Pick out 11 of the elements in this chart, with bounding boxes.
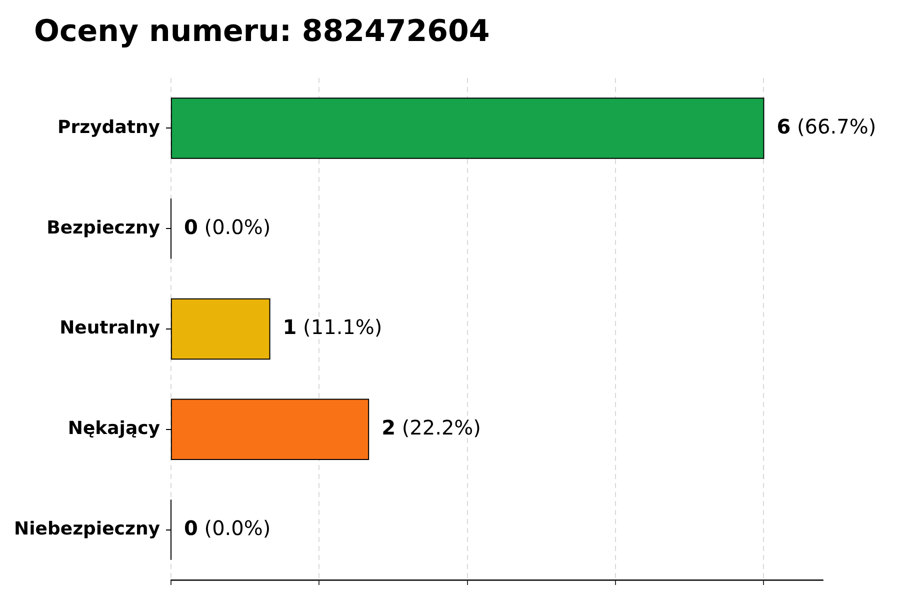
data-label: 2 (22.2%) [382,416,481,440]
chart-title: Oceny numeru: 882472604 [34,14,490,49]
y-tick-label: Niebezpieczny [14,518,160,540]
y-tick-label: Neutralny [60,318,160,339]
y-tick-label: Bezpieczny [46,217,160,238]
y-tick-label: Przydatny [58,116,160,138]
data-label: 0 (0.0%) [184,214,271,239]
y-tick-label: Nękający [68,418,160,440]
data-label: 0 (0.0%) [184,516,271,540]
data-label: 6 (66.7%) [776,114,876,138]
data-label: 1 (11.1%) [282,315,382,340]
